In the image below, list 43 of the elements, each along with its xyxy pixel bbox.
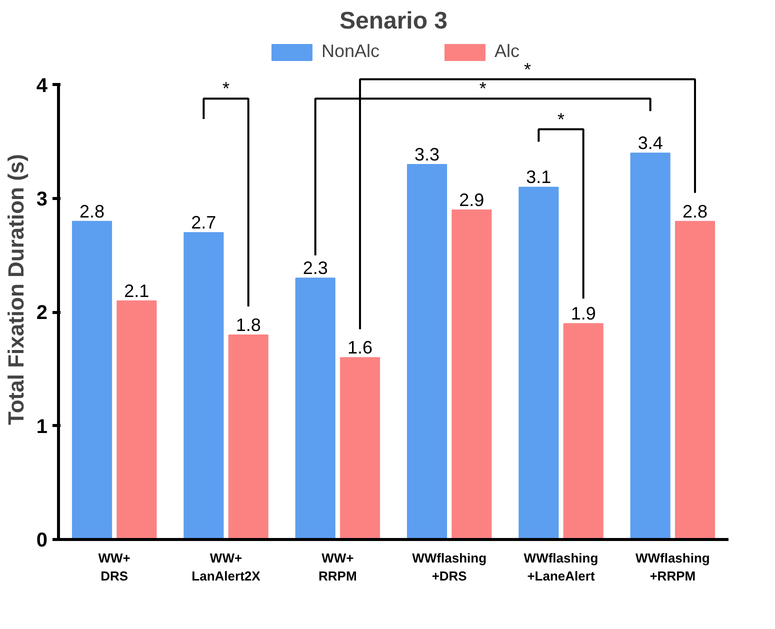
y-tick-label: 2 bbox=[36, 302, 48, 324]
y-axis-title: Total Fixation Duration (s) bbox=[3, 154, 28, 425]
bar bbox=[406, 164, 448, 540]
data-label: 2.8 bbox=[79, 201, 105, 222]
data-label: 1.9 bbox=[570, 304, 596, 324]
annotation: * bbox=[558, 109, 565, 130]
data-label: 2.9 bbox=[459, 190, 484, 210]
x-tick-label: WWflashing +RRPM bbox=[635, 550, 710, 584]
x-tick-label: WW+ DRS bbox=[98, 550, 131, 584]
annotation: * bbox=[222, 78, 230, 99]
annotation: * bbox=[479, 78, 486, 99]
data-label: 2.3 bbox=[302, 258, 328, 278]
legend-label: NonAlc bbox=[321, 41, 380, 62]
bar bbox=[630, 152, 670, 540]
data-label: 3.1 bbox=[526, 167, 552, 188]
bar bbox=[563, 323, 604, 540]
text: * bbox=[524, 59, 532, 80]
data-label: 3.3 bbox=[414, 144, 440, 164]
bar bbox=[674, 220, 716, 540]
bar bbox=[295, 278, 336, 540]
legend-label: Alc bbox=[494, 41, 520, 62]
data-label: 2.7 bbox=[191, 212, 216, 233]
data-label: 2.1 bbox=[124, 280, 150, 301]
y-tick-label: 3 bbox=[36, 188, 48, 211]
x-tick-label: WWflashing +LaneAlert bbox=[524, 550, 598, 584]
y-tick-label: 4 bbox=[36, 74, 48, 97]
bar bbox=[228, 334, 268, 540]
bar bbox=[184, 232, 224, 540]
y-tick-label: 0 bbox=[36, 530, 48, 552]
chart-title: Senario 3 bbox=[339, 8, 448, 34]
x-tick-label: WW+ LanAlert2X bbox=[192, 550, 261, 584]
bar bbox=[518, 186, 559, 540]
data-label: 1.6 bbox=[347, 338, 373, 358]
bar bbox=[116, 300, 157, 540]
data-label: 2.8 bbox=[682, 201, 708, 222]
bar bbox=[340, 357, 380, 540]
x-tick-label: WW+ RRPM bbox=[318, 550, 357, 584]
data-label: 1.8 bbox=[236, 314, 261, 335]
bar bbox=[72, 220, 112, 540]
x-tick-label: WWflashing +DRS bbox=[412, 550, 487, 584]
bar bbox=[452, 209, 492, 540]
data-label: 3.4 bbox=[638, 133, 663, 154]
y-tick-label: 1 bbox=[36, 416, 48, 438]
